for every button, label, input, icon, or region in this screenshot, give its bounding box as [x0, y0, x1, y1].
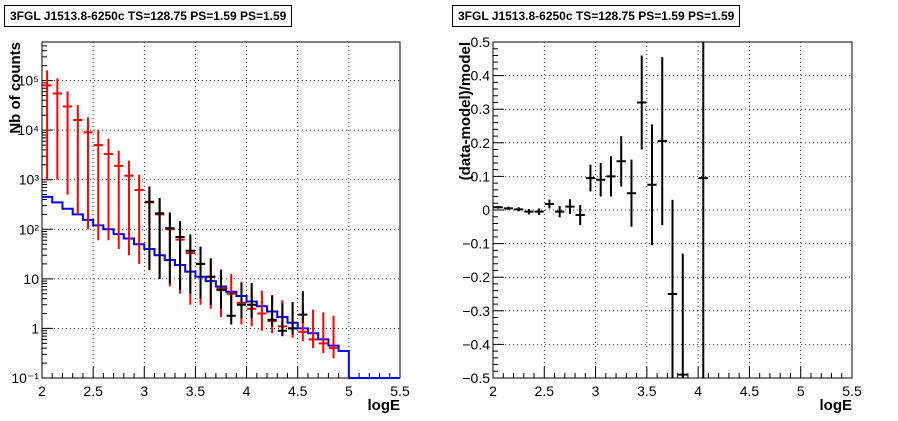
data-point: [493, 205, 503, 209]
data-point: [277, 303, 287, 337]
y-tick-label: 10⁻¹: [11, 370, 39, 386]
y-tick-label: 0.4: [471, 68, 491, 84]
x-tick-label: 2.5: [83, 383, 103, 399]
y-tick-label: −0.1: [462, 236, 490, 252]
x-tick-label: 3.5: [186, 383, 206, 399]
data-point: [144, 186, 155, 271]
y-tick-label: 10⁴: [17, 122, 39, 138]
y-tick-label: −0.5: [462, 370, 490, 386]
data-point: [175, 221, 185, 290]
x-tick-label: 4: [243, 383, 251, 399]
data-point: [165, 212, 175, 284]
data-point: [606, 156, 616, 197]
y-axis-title: Nb of counts: [7, 42, 24, 134]
data-point: [575, 204, 585, 226]
x-tick-label: 5: [797, 383, 805, 399]
y-tick-label: 1: [31, 320, 39, 336]
data-point: [257, 290, 267, 331]
x-tick-label: 2: [489, 383, 497, 399]
data-point: [124, 160, 134, 256]
data-point: [318, 312, 328, 353]
data-point: [236, 283, 247, 319]
data-point: [114, 150, 124, 250]
data-point: [667, 199, 678, 378]
x-tick-label: 5: [345, 383, 353, 399]
axis-ticks: [41, 41, 401, 379]
data-point: [83, 117, 93, 230]
grid-lines: [493, 42, 852, 378]
data-point: [657, 57, 667, 226]
data-point: [647, 124, 657, 246]
x-tick-label: 4: [694, 383, 702, 399]
x-axis-title: logE: [820, 397, 853, 414]
y-tick-label: 0.3: [471, 101, 491, 117]
data-point: [596, 162, 606, 197]
y-tick-label: −0.4: [462, 336, 490, 352]
data-point: [308, 309, 318, 349]
residual-chart: (data-model)/model logE 2 2.5 3 3.5 4 4.5 5 5.5…: [457, 34, 862, 414]
data-point: [226, 292, 236, 325]
y-axis-title: (data-model)/model: [457, 42, 474, 180]
data-point: [93, 130, 103, 241]
y-tick-label: −0.3: [462, 303, 490, 319]
x-tick-label: 4.5: [740, 383, 760, 399]
x-tick-label: 5.5: [390, 383, 410, 399]
data-point: [73, 104, 83, 215]
data-point: [524, 208, 534, 215]
data-point: [62, 91, 73, 195]
data-point: [328, 315, 339, 359]
data-point: [626, 159, 637, 227]
axis-ticks: [492, 41, 853, 379]
data-point: [216, 270, 226, 309]
y-tick-label: 0: [482, 202, 490, 218]
grid-lines: [42, 42, 400, 378]
data-point: [503, 206, 514, 210]
y-tick-label: 10³: [19, 172, 40, 188]
y-tick-label: 10⁵: [18, 73, 39, 89]
y-tick-label: 0.1: [471, 168, 491, 184]
chart-title: 3FGL J1513.8-6250c TS=128.75 PS=1.59 PS=…: [452, 5, 741, 27]
data-point: [185, 234, 195, 294]
data-point: [298, 290, 308, 323]
data-point: [616, 136, 626, 187]
counts-chart: Nb of counts logE 2 2.5 3 3.5 4 4.5 5 5.5 10⁻¹ 1 1…: [7, 41, 410, 414]
data-point: [585, 164, 596, 192]
data-point: [134, 174, 144, 264]
x-tick-label: 5.5: [842, 383, 862, 399]
x-tick-label: 2: [38, 383, 46, 399]
data-point: [155, 197, 165, 279]
data-point: [555, 205, 565, 218]
data-point: [637, 55, 647, 150]
data-point: [267, 295, 277, 327]
data-point: [103, 138, 114, 241]
x-tick-label: 4.5: [288, 383, 308, 399]
x-tick-label: 3: [140, 383, 148, 399]
data-point: [565, 199, 575, 215]
x-axis-title: logE: [368, 397, 401, 414]
chart-title: 3FGL J1513.8-6250c TS=128.75 PS=1.59 PS=…: [4, 5, 293, 27]
y-tick-label: 0.5: [471, 34, 491, 50]
y-tick-label: −0.2: [462, 269, 490, 285]
data-point: [534, 208, 544, 216]
data-point: [698, 42, 708, 378]
x-tick-label: 3: [592, 383, 600, 399]
data-point: [42, 70, 52, 180]
data-point: [287, 302, 298, 335]
y-tick-label: 10: [23, 271, 39, 287]
data-point: [195, 246, 206, 299]
y-tick-label: 10²: [19, 221, 40, 237]
data-point: [544, 199, 555, 209]
data-point: [247, 283, 257, 319]
x-tick-label: 2.5: [535, 383, 555, 399]
plot-frame: [41, 41, 401, 379]
x-tick-label: 3.5: [637, 383, 657, 399]
data-point: [678, 253, 688, 378]
data-point: [52, 78, 62, 180]
y-tick-label: 0.2: [471, 135, 491, 151]
data-point: [206, 258, 216, 305]
data-point: [514, 207, 524, 212]
